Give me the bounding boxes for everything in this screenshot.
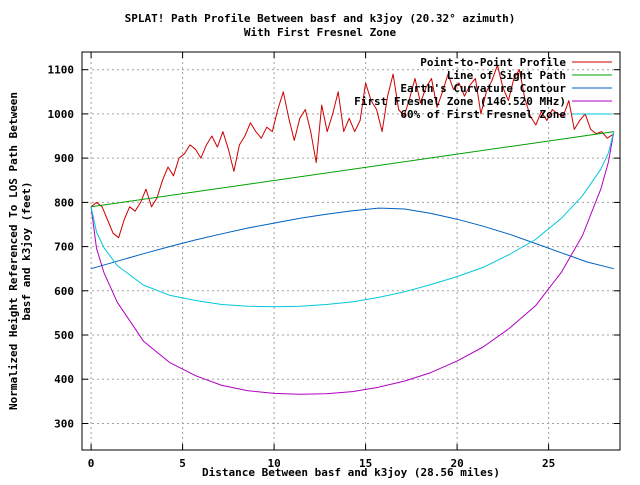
y-tick-label: 900 xyxy=(54,152,74,165)
x-tick-label: 25 xyxy=(542,457,555,470)
series-line-4 xyxy=(90,131,615,308)
series-line-0 xyxy=(90,64,615,239)
legend-label: Earth's Curvature Contour xyxy=(400,82,566,95)
x-tick-label: 0 xyxy=(88,457,95,470)
y-tick-label: 300 xyxy=(54,418,74,431)
y-tick-label: 600 xyxy=(54,285,74,298)
x-tick-label: 5 xyxy=(179,457,186,470)
series-line-2 xyxy=(90,207,614,270)
x-tick-label: 20 xyxy=(450,457,463,470)
x-tick-label: 10 xyxy=(267,457,280,470)
tick-layer: 300 400 500 600 700 800 900 1000 1100 0 5 10 15 20 25 xyxy=(48,52,620,470)
y-tick-label: 400 xyxy=(54,373,74,386)
y-tick-label: 800 xyxy=(54,196,74,209)
legend-label: 60% of First Fresnel Zone xyxy=(400,108,566,121)
x-tick-label: 15 xyxy=(359,457,372,470)
series-layer xyxy=(90,64,615,395)
series-line-1 xyxy=(91,131,614,208)
chart-title: SPLAT! Path Profile Between basf and k3j… xyxy=(124,12,516,25)
x-axis-label: Distance Between basf and k3joy (28.56 m… xyxy=(202,466,500,479)
legend-label: Line of Sight Path xyxy=(447,69,566,82)
legend-label: Point-to-Point Profile xyxy=(420,56,566,69)
series-line-3 xyxy=(90,131,615,395)
legend-label: First Fresnel Zone (146.520 MHz) xyxy=(354,95,566,108)
y-tick-label: 1000 xyxy=(48,108,75,121)
y-axis-label-line2: basf and k3joy (feet) xyxy=(20,181,33,320)
y-axis-label-line1: Normalized Height Referenced To LOS Path… xyxy=(7,92,20,410)
chart-subtitle: With First Fresnel Zone xyxy=(243,26,397,39)
plot-frame xyxy=(81,51,621,451)
grid-layer xyxy=(82,52,620,450)
y-tick-label: 500 xyxy=(54,329,74,342)
y-tick-label: 700 xyxy=(54,241,74,254)
y-tick-label: 1100 xyxy=(48,64,75,77)
